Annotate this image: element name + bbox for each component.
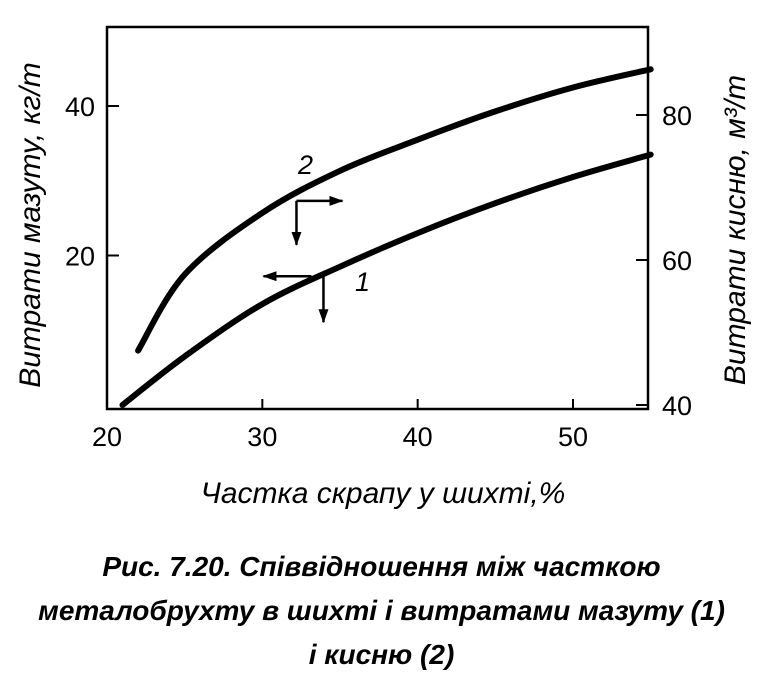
tick-labels: 20 30 40 50 20 40 40 60 80: [65, 92, 692, 452]
x-tick-label-50: 50: [558, 422, 588, 452]
curve-labels: 12: [297, 150, 370, 297]
figure-caption: Рис. 7.20. Співвідношення між часткою ме…: [0, 545, 763, 677]
y-left-axis-title: Витрати мазуту, кг/т: [14, 62, 47, 388]
series-line-2: [135, 66, 654, 354]
caption-line-3: і кисню (2): [308, 639, 455, 670]
series-line-1: [119, 151, 654, 408]
x-tick-label-20: 20: [92, 422, 122, 452]
y-right-tick-label-60: 60: [662, 246, 692, 276]
caption-line-2: металобрухту в шихті і витратами мазуту …: [38, 595, 725, 626]
x-tick-label-30: 30: [247, 422, 277, 452]
caption-line-1: Рис. 7.20. Співвідношення між часткою: [102, 551, 661, 582]
x-axis-title: Частка скрапу у шихті,%: [201, 477, 566, 510]
y-right-axis-title: Витрати кисню, м³/т: [719, 75, 752, 385]
ticks: [107, 105, 648, 409]
curve-label-2: 2: [297, 150, 313, 180]
y-right-tick-label-80: 80: [662, 101, 692, 131]
y-left-tick-label-20: 20: [65, 242, 95, 272]
reading-example-arrows: [262, 195, 344, 324]
y-right-tick-label-40: 40: [662, 391, 692, 421]
curve-label-1: 1: [355, 267, 370, 297]
series: [119, 66, 654, 408]
plot-frame: [105, 25, 650, 411]
y-left-tick-label-40: 40: [65, 92, 95, 122]
x-tick-label-40: 40: [403, 422, 433, 452]
